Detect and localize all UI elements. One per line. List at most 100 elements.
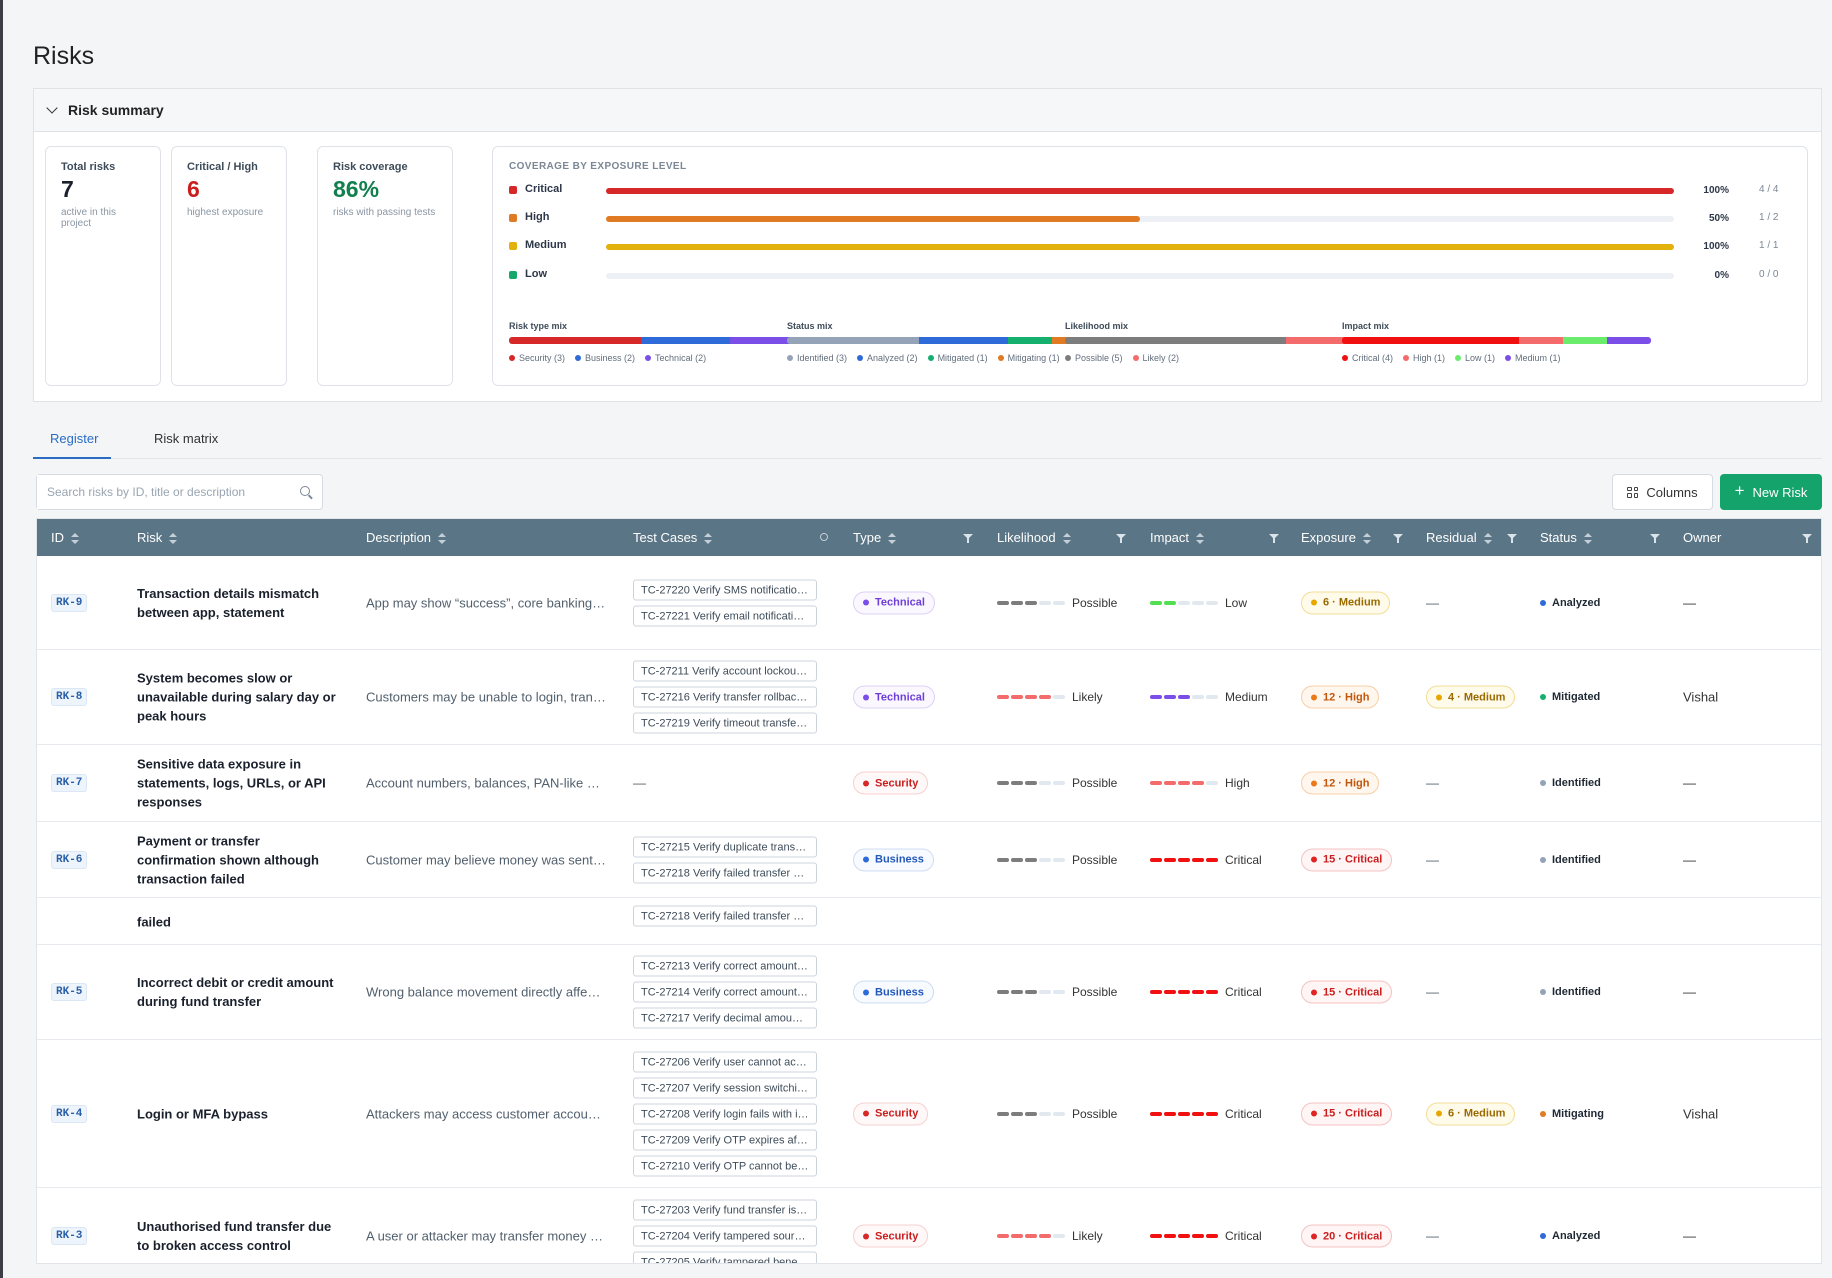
test-case-chip[interactable]: TC-27216 Verify transfer rollback on tim… xyxy=(633,686,817,708)
header-test-cases[interactable]: Test Cases xyxy=(633,530,713,545)
columns-button[interactable]: Columns xyxy=(1612,474,1713,510)
level-bar xyxy=(1150,1111,1218,1116)
risk-title[interactable]: Incorrect debit or credit amount during … xyxy=(137,975,334,1009)
sort-icon[interactable] xyxy=(71,532,79,545)
filter-icon[interactable] xyxy=(1393,534,1403,543)
test-case-chip[interactable]: TC-27221 Verify email notification match… xyxy=(633,605,817,626)
residual-empty: — xyxy=(1426,775,1439,791)
search-icon[interactable] xyxy=(820,533,828,541)
header-risk[interactable]: Risk xyxy=(137,530,178,545)
header-description[interactable]: Description xyxy=(366,530,447,545)
risk-title[interactable]: System becomes slow or unavailable durin… xyxy=(137,670,336,724)
risk-title[interactable]: Payment or transfer confirmation shown a… xyxy=(137,833,319,886)
filter-icon[interactable] xyxy=(1269,534,1279,543)
sort-icon[interactable] xyxy=(1062,532,1071,545)
table-row[interactable]: RK-9 Transaction details mismatch between… xyxy=(37,556,1821,650)
sort-icon[interactable] xyxy=(1583,532,1592,545)
test-case-chip[interactable]: TC-27214 Verify correct amount credited xyxy=(633,981,817,1003)
type-label: Security xyxy=(875,1230,919,1242)
header-owner[interactable]: Owner xyxy=(1683,530,1722,545)
test-case-chip[interactable]: TC-27205 Verify tampered beneficiary xyxy=(633,1251,817,1263)
test-case-chip[interactable]: TC-27217 Verify decimal amount rounding xyxy=(633,1007,817,1029)
coverage-level: Medium xyxy=(525,239,567,251)
sort-icon[interactable] xyxy=(1362,532,1371,545)
test-case-chip[interactable]: TC-27203 Verify fund transfer is authori… xyxy=(633,1199,817,1221)
test-case-chip[interactable]: TC-27207 Verify session switching blocke… xyxy=(633,1077,817,1098)
filter-icon[interactable] xyxy=(1507,534,1517,543)
level-segment xyxy=(1025,695,1037,699)
test-case-chip[interactable]: TC-27218 Verify failed transfer display xyxy=(633,905,817,927)
test-case-chip[interactable]: TC-27218 Verify failed transfer display xyxy=(633,862,817,883)
test-case-chip[interactable]: TC-27209 Verify OTP expires after timeou… xyxy=(633,1129,817,1150)
test-case-list: — xyxy=(633,776,646,791)
search-input[interactable] xyxy=(37,475,277,509)
card-value: 86% xyxy=(333,176,380,202)
exposure-label: 15 · Critical xyxy=(1323,986,1383,998)
exposure-badge: 12 · High xyxy=(1301,771,1380,795)
tab-register[interactable]: Register xyxy=(50,431,99,446)
filter-icon[interactable] xyxy=(1650,534,1660,543)
exposure-badge: 15 · Critical xyxy=(1301,980,1393,1004)
level-segment xyxy=(1192,990,1204,994)
header-impact[interactable]: Impact xyxy=(1150,530,1205,545)
test-case-chip[interactable]: TC-27204 Verify tampered source account xyxy=(633,1225,817,1247)
test-case-chip[interactable]: TC-27210 Verify OTP cannot be reused xyxy=(633,1155,817,1176)
sort-icon[interactable] xyxy=(1483,532,1492,545)
test-case-chip[interactable]: TC-27219 Verify timeout transfer handlin… xyxy=(633,712,817,734)
status-badge: Identified xyxy=(1540,986,1601,998)
level-bar xyxy=(1150,600,1218,605)
filter-icon[interactable] xyxy=(1802,534,1812,543)
level-segment xyxy=(1025,600,1037,605)
table-row[interactable]: RK-7 Sensitive data exposure in statement… xyxy=(37,745,1821,822)
risk-summary-toggle[interactable]: Risk summary xyxy=(34,89,1821,132)
header-exposure[interactable]: Exposure xyxy=(1301,530,1371,545)
table-row[interactable]: RK-5 Incorrect debit or credit amount dur… xyxy=(37,945,1821,1040)
coverage-fraction: 4 / 4 xyxy=(1759,184,1779,195)
header-id[interactable]: ID xyxy=(51,530,79,545)
table-row[interactable]: RK-3 Unauthorised fund transfer due to br… xyxy=(37,1188,1821,1263)
risk-title[interactable]: Login or MFA bypass xyxy=(137,1106,268,1121)
risk-id[interactable]: RK-9 xyxy=(51,593,88,612)
table-row[interactable]: RK-8 System becomes slow or unavailable d… xyxy=(37,650,1821,745)
test-case-chip[interactable]: TC-27220 Verify SMS notification matches xyxy=(633,579,817,600)
risk-id[interactable]: RK-4 xyxy=(51,1104,88,1123)
status-label: Analyzed xyxy=(1552,596,1601,609)
filter-icon[interactable] xyxy=(963,534,973,543)
coverage-dot xyxy=(509,242,517,250)
risk-id[interactable]: RK-7 xyxy=(51,774,88,792)
coverage-panel: COVERAGE BY EXPOSURE LEVEL Critical 100% 4… xyxy=(492,146,1808,386)
sort-icon[interactable] xyxy=(888,532,897,545)
sort-icon[interactable] xyxy=(169,532,178,545)
risk-id[interactable]: RK-3 xyxy=(51,1227,88,1245)
risk-title[interactable]: Sensitive data exposure in statements, l… xyxy=(137,756,326,810)
sort-icon[interactable] xyxy=(704,532,713,545)
type-badge: Security xyxy=(853,1224,929,1248)
header-residual[interactable]: Residual xyxy=(1426,530,1492,545)
test-case-chip[interactable]: TC-27213 Verify correct amount debited xyxy=(633,955,817,977)
coverage-track xyxy=(606,273,1674,279)
table-row[interactable]: RK-4 Login or MFA bypass Attackers may acc… xyxy=(37,1040,1821,1188)
search-icon[interactable] xyxy=(300,486,310,496)
card-value: 6 xyxy=(187,176,200,202)
tab-risk-matrix[interactable]: Risk matrix xyxy=(154,431,219,446)
test-case-chip[interactable]: TC-27208 Verify login fails with invalid… xyxy=(633,1103,817,1124)
risk-id[interactable]: RK-5 xyxy=(51,983,88,1001)
sort-icon[interactable] xyxy=(438,532,447,545)
table-row[interactable]: RK-6 Payment or transfer confirmation sho… xyxy=(37,822,1821,898)
risk-id[interactable]: RK-8 xyxy=(51,688,88,706)
test-case-chip[interactable]: TC-27211 Verify account lockout under lo… xyxy=(633,660,817,682)
header-status[interactable]: Status xyxy=(1540,530,1592,545)
status-label: Analyzed xyxy=(1552,1230,1601,1242)
new-risk-button[interactable]: + New Risk xyxy=(1720,474,1822,510)
header-type[interactable]: Type xyxy=(853,530,897,545)
filter-icon[interactable] xyxy=(1116,534,1126,543)
level-segment xyxy=(1025,990,1037,994)
active-tab-indicator xyxy=(33,457,111,459)
header-likelihood[interactable]: Likelihood xyxy=(997,530,1071,545)
sort-icon[interactable] xyxy=(1196,532,1205,545)
risk-title[interactable]: Transaction details mismatch between app… xyxy=(137,585,320,620)
risk-id[interactable]: RK-6 xyxy=(51,850,88,869)
test-case-chip[interactable]: TC-27206 Verify user cannot access witho… xyxy=(633,1051,817,1072)
risk-title[interactable]: Unauthorised fund transfer due to broken… xyxy=(137,1219,332,1253)
test-case-chip[interactable]: TC-27215 Verify duplicate transfer handl… xyxy=(633,836,817,857)
